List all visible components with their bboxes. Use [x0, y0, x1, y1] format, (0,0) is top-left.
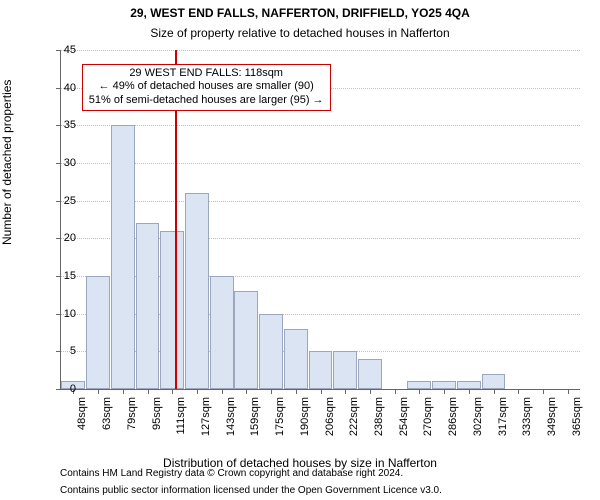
histogram-bar [358, 359, 382, 389]
x-tick-label: 127sqm [200, 397, 212, 436]
histogram-bar [407, 381, 431, 389]
y-tick-label: 45 [46, 44, 76, 56]
x-tick-mark [148, 389, 149, 394]
x-tick-label: 63sqm [101, 397, 113, 430]
histogram-bar [86, 276, 110, 389]
x-tick-label: 317sqm [497, 397, 509, 436]
credit-line-2: Contains public sector information licen… [60, 485, 442, 496]
histogram-bar [185, 193, 209, 389]
x-tick-label: 175sqm [274, 397, 286, 436]
x-tick-mark [370, 389, 371, 394]
x-tick-label: 254sqm [398, 397, 410, 436]
x-tick-mark [123, 389, 124, 394]
x-tick-mark [296, 389, 297, 394]
x-tick-mark [172, 389, 173, 394]
y-tick-label: 10 [46, 308, 76, 320]
x-tick-mark [469, 389, 470, 394]
x-tick-mark [568, 389, 569, 394]
x-tick-label: 365sqm [571, 397, 583, 436]
x-tick-mark [345, 389, 346, 394]
x-tick-mark [518, 389, 519, 394]
y-tick-label: 0 [46, 383, 76, 395]
histogram-bar [259, 314, 283, 389]
x-tick-label: 238sqm [373, 397, 385, 436]
callout-line: 51% of semi-detached houses are larger (… [89, 94, 324, 108]
y-tick-label: 35 [46, 119, 76, 131]
credit-line-1: Contains HM Land Registry data © Crown c… [60, 468, 403, 479]
x-tick-label: 206sqm [324, 397, 336, 436]
y-axis-label: Number of detached properties [0, 80, 14, 245]
x-tick-mark [494, 389, 495, 394]
x-tick-label: 349sqm [546, 397, 558, 436]
y-tick-label: 40 [46, 82, 76, 94]
histogram-bar [284, 329, 308, 389]
gridline [61, 163, 580, 164]
y-tick-label: 30 [46, 157, 76, 169]
x-tick-mark [444, 389, 445, 394]
x-tick-label: 48sqm [76, 397, 88, 430]
histogram-bar [210, 276, 234, 389]
x-tick-label: 302sqm [472, 397, 484, 436]
x-tick-label: 95sqm [151, 397, 163, 430]
x-tick-mark [543, 389, 544, 394]
x-tick-mark [98, 389, 99, 394]
x-tick-label: 333sqm [521, 397, 533, 436]
histogram-bar [111, 125, 135, 389]
plot-area: 29 WEST END FALLS: 118sqm← 49% of detach… [60, 50, 580, 390]
chart-subtitle: Size of property relative to detached ho… [0, 26, 600, 40]
x-tick-label: 190sqm [299, 397, 311, 436]
x-tick-mark [197, 389, 198, 394]
x-tick-label: 159sqm [249, 397, 261, 436]
x-tick-label: 270sqm [422, 397, 434, 436]
chart-title: 29, WEST END FALLS, NAFFERTON, DRIFFIELD… [0, 6, 600, 20]
histogram-bar [309, 351, 333, 389]
callout-box: 29 WEST END FALLS: 118sqm← 49% of detach… [82, 64, 331, 111]
x-tick-label: 143sqm [225, 397, 237, 436]
histogram-bar [160, 231, 184, 389]
x-tick-mark [271, 389, 272, 394]
x-tick-label: 79sqm [126, 397, 138, 430]
x-tick-mark [395, 389, 396, 394]
gridline [61, 50, 580, 51]
x-tick-label: 111sqm [175, 397, 187, 435]
x-tick-mark [419, 389, 420, 394]
callout-line: ← 49% of detached houses are smaller (90… [89, 80, 324, 94]
histogram-bar [136, 223, 160, 389]
x-tick-mark [222, 389, 223, 394]
histogram-bar [482, 374, 506, 389]
y-tick-label: 20 [46, 232, 76, 244]
x-tick-mark [321, 389, 322, 394]
credit-text: Contains HM Land Registry data © Crown c… [60, 463, 590, 498]
x-tick-label: 286sqm [447, 397, 459, 436]
x-tick-label: 222sqm [348, 397, 360, 436]
y-tick-label: 15 [46, 270, 76, 282]
gridline [61, 125, 580, 126]
gridline [61, 201, 580, 202]
histogram-bar [333, 351, 357, 389]
y-tick-label: 25 [46, 195, 76, 207]
callout-line: 29 WEST END FALLS: 118sqm [89, 67, 324, 81]
histogram-bar [457, 381, 481, 389]
y-tick-label: 5 [46, 345, 76, 357]
histogram-bar [432, 381, 456, 389]
histogram-bar [234, 291, 258, 389]
x-tick-mark [246, 389, 247, 394]
